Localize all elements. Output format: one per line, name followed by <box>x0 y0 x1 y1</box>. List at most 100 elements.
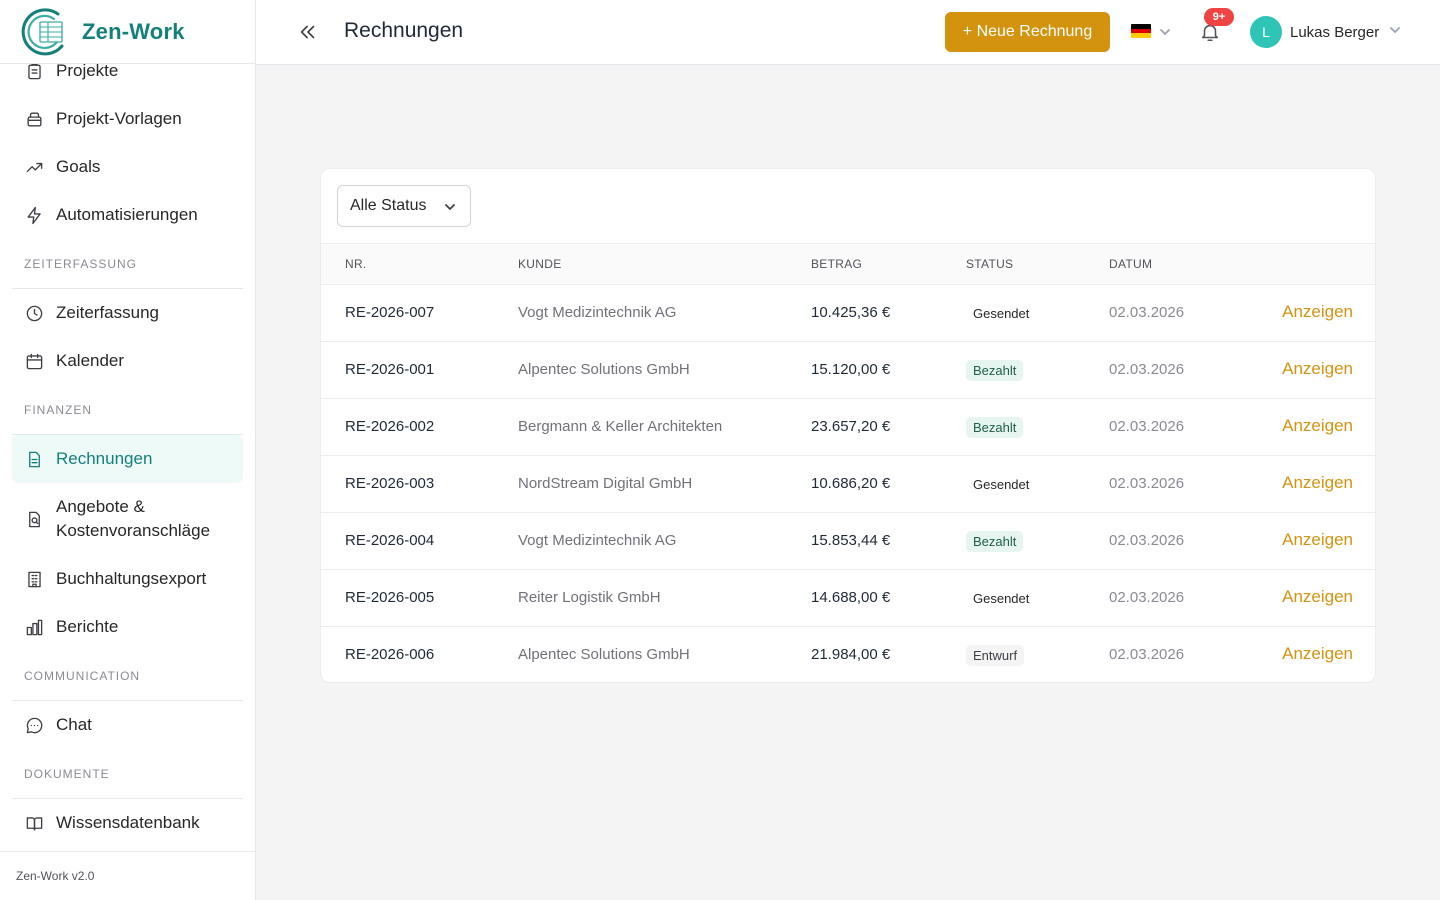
brand[interactable]: Zen-Work <box>0 0 255 64</box>
view-invoice-link[interactable]: Anzeigen <box>1282 644 1353 663</box>
invoice-date: 02.03.2026 <box>1109 304 1185 321</box>
document-icon <box>24 449 44 469</box>
sidebar-item-label: Wissensdatenbank <box>56 813 200 832</box>
language-selector[interactable] <box>1131 24 1171 38</box>
chevron-down-icon <box>1159 25 1171 37</box>
building-icon <box>24 569 44 589</box>
sidebar-item-label: Projekt-Vorlagen <box>56 109 182 128</box>
table-row[interactable]: RE-2026-001 Alpentec Solutions GmbH 15.120… <box>321 342 1375 399</box>
view-invoice-link[interactable]: Anzeigen <box>1282 302 1353 321</box>
sidebar-item-berichte[interactable]: Berichte <box>0 603 243 651</box>
invoice-number: RE-2026-004 <box>345 532 435 549</box>
page-title: Rechnungen <box>344 19 464 42</box>
view-invoice-link[interactable]: Anzeigen <box>1282 359 1353 378</box>
sidebar-item-chat[interactable]: Chat <box>0 701 243 749</box>
chevron-down-icon <box>444 200 456 212</box>
calendar-icon <box>24 351 44 371</box>
sidebar-item-label-line2: Kostenvoranschläge <box>56 521 211 540</box>
sidebar-item-buchhaltungsexport[interactable]: Buchhaltungsexport <box>0 555 243 603</box>
customer-name: Vogt Medizintechnik AG <box>518 532 677 549</box>
invoice-number: RE-2026-007 <box>345 304 435 321</box>
status-filter-value: Alle Status <box>350 197 427 214</box>
section-label-zeiterfassung: ZEITERFASSUNG <box>24 256 138 271</box>
section-label-communication: COMMUNICATION <box>24 668 141 683</box>
table-row[interactable]: RE-2026-006 Alpentec Solutions GmbH 21.984… <box>321 627 1375 682</box>
user-name: Lukas Berger <box>1290 23 1380 41</box>
status-badge: Entwurf <box>966 645 1025 666</box>
column-header-datum: DATUM <box>1109 257 1153 271</box>
view-invoice-link[interactable]: Anzeigen <box>1282 473 1353 492</box>
sidebar-item-label: Rechnungen <box>56 449 153 468</box>
template-icon <box>24 109 44 129</box>
column-header-status: STATUS <box>966 257 1014 271</box>
app-version: Zen-Work v2.0 <box>0 851 255 900</box>
table-row[interactable]: RE-2026-005 Reiter Logistik GmbH 14.688,00… <box>321 570 1375 627</box>
quote-icon <box>24 509 44 529</box>
section-divider <box>12 288 243 289</box>
collapse-sidebar-button[interactable] <box>296 20 320 44</box>
new-invoice-button[interactable]: + Neue Rechnung <box>945 12 1110 52</box>
chevrons-left-icon <box>300 25 315 39</box>
book-icon <box>24 813 44 833</box>
customer-name: Reiter Logistik GmbH <box>518 589 661 606</box>
status-filter-select[interactable]: Alle Status <box>337 185 471 227</box>
german-flag-icon <box>1131 24 1151 38</box>
view-invoice-link[interactable]: Anzeigen <box>1282 530 1353 549</box>
sidebar-item-label: Zeiterfassung <box>56 303 159 322</box>
column-header-kunde: KUNDE <box>518 257 562 271</box>
invoice-date: 02.03.2026 <box>1109 475 1185 492</box>
user-menu[interactable]: L Lukas Berger <box>1250 16 1401 48</box>
table-row[interactable]: RE-2026-004 Vogt Medizintechnik AG 15.853,… <box>321 513 1375 570</box>
sidebar-item-kalender[interactable]: Kalender <box>0 337 243 385</box>
sidebar: Projekte Projekt-Vorlagen Goals Automati… <box>0 0 256 900</box>
sidebar-item-label: Goals <box>56 157 101 176</box>
sidebar-item-projekte[interactable]: Projekte <box>0 47 243 95</box>
invoice-amount: 10.686,20 € <box>811 475 891 492</box>
sidebar-item-rechnungen[interactable]: Rechnungen <box>12 435 243 483</box>
view-invoice-link[interactable]: Anzeigen <box>1282 587 1353 606</box>
chevron-down-icon <box>1389 23 1401 41</box>
table-row[interactable]: RE-2026-007 Vogt Medizintechnik AG 10.425,… <box>321 285 1375 342</box>
section-divider <box>12 434 243 435</box>
invoice-amount: 21.984,00 € <box>811 646 891 663</box>
chat-icon <box>24 715 44 735</box>
invoice-amount: 15.120,00 € <box>811 361 891 378</box>
trending-up-icon <box>24 157 44 177</box>
sidebar-item-zeiterfassung[interactable]: Zeiterfassung <box>0 289 243 337</box>
table-row[interactable]: RE-2026-002 Bergmann & Keller Architekten… <box>321 399 1375 456</box>
sidebar-item-label: Chat <box>56 715 92 734</box>
notifications-button[interactable] <box>1199 21 1223 45</box>
sidebar-item-wissensdatenbank[interactable]: Wissensdatenbank <box>0 799 243 847</box>
invoice-date: 02.03.2026 <box>1109 589 1185 606</box>
table-body: RE-2026-007 Vogt Medizintechnik AG 10.425,… <box>321 285 1375 682</box>
table-row[interactable]: RE-2026-003 NordStream Digital GmbH 10.686… <box>321 456 1375 513</box>
clipboard-icon <box>24 61 44 81</box>
section-divider <box>12 700 243 701</box>
sidebar-item-projekt-vorlagen[interactable]: Projekt-Vorlagen <box>0 95 243 143</box>
sidebar-item-label: Berichte <box>56 617 119 636</box>
sidebar-item-label: Projekte <box>56 61 119 80</box>
sidebar-item-goals[interactable]: Goals <box>0 143 243 191</box>
sidebar-nav: Projekte Projekt-Vorlagen Goals Automati… <box>0 47 255 847</box>
bar-chart-icon <box>24 617 44 637</box>
column-header-betrag: BETRAG <box>811 257 863 271</box>
invoice-amount: 15.853,44 € <box>811 532 891 549</box>
invoice-number: RE-2026-001 <box>345 361 435 378</box>
customer-name: Alpentec Solutions GmbH <box>518 361 690 378</box>
invoice-amount: 10.425,36 € <box>811 304 891 321</box>
brand-logo-icon <box>21 7 64 55</box>
invoice-number: RE-2026-005 <box>345 589 435 606</box>
status-badge: Gesendet <box>973 591 1030 606</box>
section-label-finanzen: FINANZEN <box>24 402 92 417</box>
customer-name: NordStream Digital GmbH <box>518 475 693 492</box>
status-badge: Gesendet <box>973 477 1030 492</box>
status-badge: Bezahlt <box>966 417 1024 438</box>
status-badge: Gesendet <box>973 306 1030 321</box>
sidebar-item-automatisierungen[interactable]: Automatisierungen <box>0 191 243 239</box>
sidebar-item-label: Automatisierungen <box>56 205 198 224</box>
sidebar-item-label-line1: Angebote & <box>56 497 145 516</box>
sidebar-item-label: Kalender <box>56 351 125 370</box>
sidebar-item-angebote[interactable]: Angebote & Kostenvoranschläge <box>0 483 243 555</box>
view-invoice-link[interactable]: Anzeigen <box>1282 416 1353 435</box>
sidebar-item-label: Buchhaltungsexport <box>56 569 207 588</box>
